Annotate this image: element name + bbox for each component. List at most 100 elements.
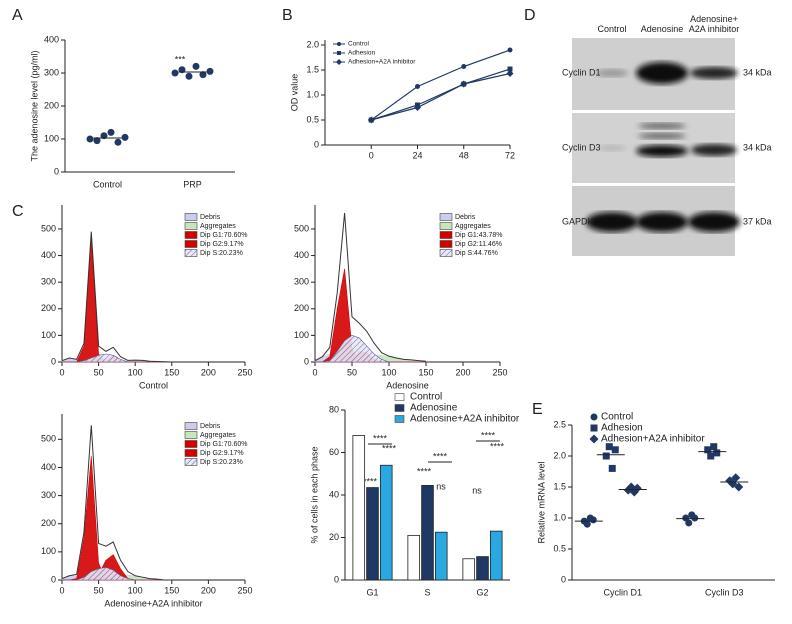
x-tick-label: 50	[347, 367, 357, 377]
y-tick-label: 0	[561, 574, 566, 584]
legend-label: Dip G2:9.17%	[200, 450, 244, 457]
legend-swatch	[184, 422, 198, 430]
marker	[583, 520, 591, 528]
y-tick-label: 400	[44, 34, 59, 44]
x-tick-label: 200	[455, 367, 470, 377]
y-axis-label: Relative mRNA level	[536, 461, 546, 543]
legend-label: Dip S:20.23%	[200, 459, 243, 466]
annotation: ****	[417, 466, 432, 476]
panel-label: B	[282, 7, 293, 24]
legend-swatch	[184, 222, 198, 230]
band	[688, 212, 740, 232]
x-tick-label: G2	[476, 587, 488, 597]
marker	[704, 446, 712, 454]
annotation: ****	[433, 451, 448, 461]
x-tick-label: 0	[59, 367, 64, 377]
legend-swatch	[184, 213, 198, 221]
blot-column-label: Adenosine+ A2A inhibitor	[688, 14, 740, 34]
marker	[589, 516, 597, 524]
x-tick-label: 200	[201, 585, 216, 595]
x-tick-label: 250	[237, 585, 252, 595]
y-tick-label: 500	[41, 223, 56, 233]
x-tick-label: 0	[369, 150, 374, 160]
annotation: ***	[175, 54, 186, 64]
blot-column-label: Control	[597, 24, 627, 34]
y-tick-label: 200	[41, 303, 56, 313]
band	[690, 67, 738, 79]
panel-label: A	[12, 7, 23, 24]
legend-swatch	[184, 249, 198, 257]
marker	[590, 424, 598, 432]
marker	[86, 135, 94, 143]
y-tick-label: 1.5	[306, 64, 319, 74]
legend-label: Dip G2:11.46%	[455, 241, 502, 248]
x-tick-label: 50	[94, 585, 104, 595]
annotation: ****	[373, 433, 388, 443]
western-blot: Cyclin D1 Cyclin D3 GAPDH 34 kDa 34 kDa …	[562, 38, 772, 256]
bar	[352, 435, 366, 581]
marker	[602, 452, 610, 460]
y-tick-label: 300	[41, 490, 56, 500]
x-tick-label: 0	[312, 367, 317, 377]
x-axis-label: Control	[139, 380, 168, 390]
bar	[462, 558, 476, 581]
marker	[107, 128, 115, 136]
bar	[366, 487, 379, 581]
y-tick-label: 40	[329, 489, 339, 499]
y-tick-label: 0	[54, 166, 59, 176]
legend-swatch	[184, 240, 198, 248]
marker	[185, 72, 193, 80]
blot-column-label: Adenosine	[640, 24, 684, 34]
y-tick-label: 2.0	[553, 450, 566, 460]
legend-label: Adenosine+A2A inhibitor	[410, 414, 520, 425]
marker	[605, 443, 613, 451]
legend-label: Dip G1:70.60%	[200, 232, 247, 239]
marker	[114, 138, 122, 146]
annotation: ****	[490, 441, 505, 451]
legend-label: Adhesion	[601, 423, 643, 434]
y-tick-label: 2.0	[306, 39, 319, 49]
legend-label: Control	[601, 412, 633, 423]
series-line	[371, 68, 511, 121]
legend-label: Control	[410, 392, 442, 403]
marker	[415, 84, 420, 89]
y-tick-label: 0	[334, 574, 339, 584]
legend-label: Debris	[200, 214, 221, 221]
legend-label: Aggregates	[200, 432, 236, 439]
bar	[421, 485, 434, 581]
legend-label: Aggregates	[200, 223, 236, 230]
legend-label: Debris	[455, 214, 476, 221]
legend-label: Dip G1:70.60%	[200, 441, 247, 448]
marker	[731, 473, 741, 483]
blot-size-label: 37 kDa	[743, 216, 772, 226]
x-tick-label: 72	[505, 150, 515, 160]
x-tick-label: 250	[237, 367, 252, 377]
y-tick-label: 300	[41, 277, 56, 287]
x-tick-label: Control	[93, 179, 122, 189]
x-tick-label: Cyclin D1	[603, 587, 642, 597]
blot-row-label: Cyclin D1	[562, 67, 601, 77]
x-tick-label: 50	[94, 367, 104, 377]
series-line	[370, 49, 511, 121]
y-axis-label: The adenosine level (pg/ml)	[29, 50, 39, 161]
panel-label: E	[532, 401, 543, 418]
y-tick-label: 100	[41, 546, 56, 556]
series-line	[371, 72, 511, 121]
y-tick-label: 300	[294, 277, 309, 287]
legend-label: Adhesion+A2A inhibitor	[601, 434, 705, 445]
y-tick-label: 0	[51, 356, 56, 366]
blot-row-label: GAPDH	[562, 216, 594, 226]
y-tick-label: 1.0	[553, 512, 566, 522]
y-tick-label: 200	[44, 100, 59, 110]
y-tick-label: 0	[314, 139, 319, 149]
x-tick-label: 48	[459, 150, 469, 160]
x-tick-label: 200	[201, 367, 216, 377]
y-tick-label: 400	[41, 250, 56, 260]
marker	[414, 104, 421, 111]
panel-label: C	[12, 203, 24, 220]
band	[636, 212, 688, 232]
marker	[590, 413, 598, 421]
y-tick-label: 100	[44, 133, 59, 143]
legend-swatch	[439, 231, 453, 239]
